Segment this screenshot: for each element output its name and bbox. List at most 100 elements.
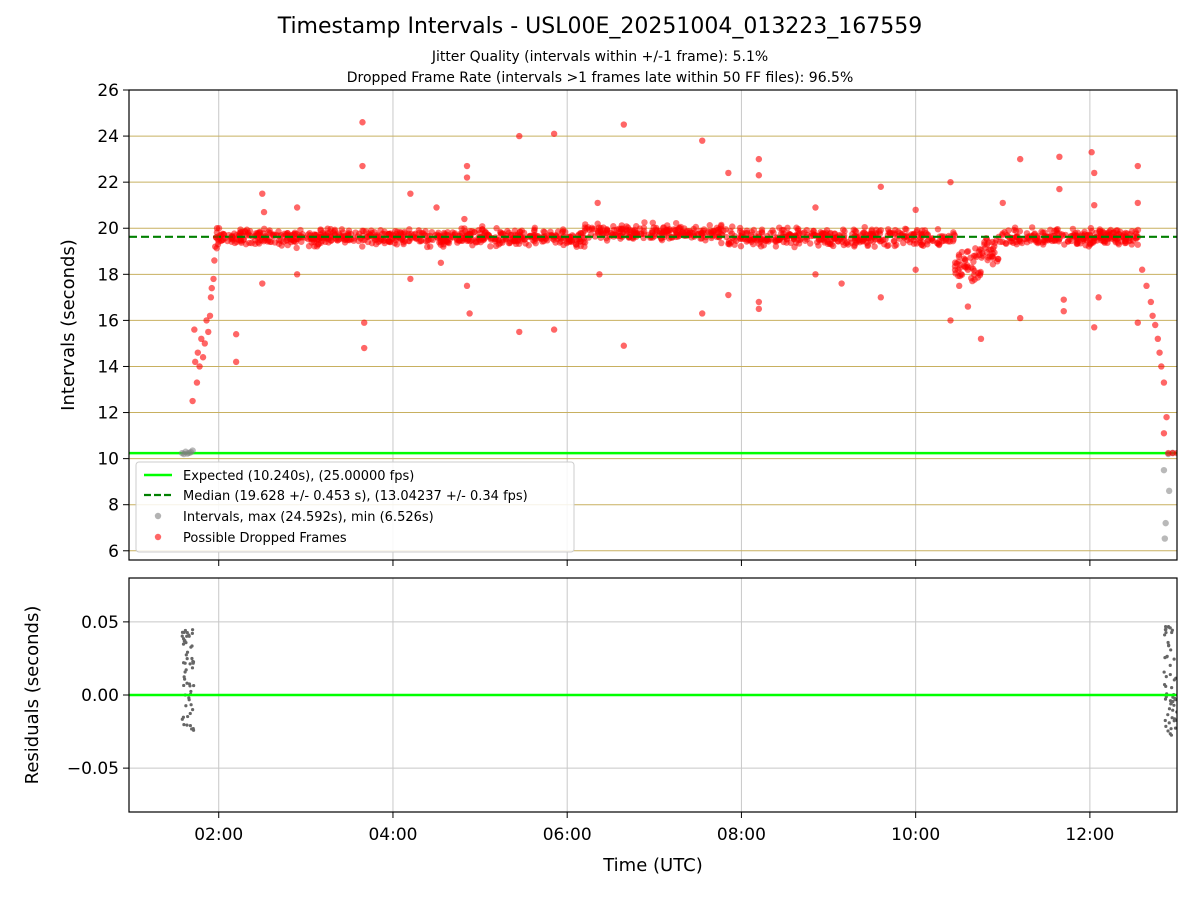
dropped-frame-point: [201, 340, 208, 347]
dropped-frame-point: [1056, 230, 1063, 237]
dropped-frame-point: [327, 234, 335, 241]
residual-point: [1169, 648, 1173, 652]
dropped-frame-point: [198, 335, 205, 343]
dropped-frame-point: [463, 162, 471, 170]
dropped-frame-point: [293, 244, 300, 252]
dropped-frame-point: [784, 224, 791, 232]
dropped-frame-point: [640, 224, 648, 231]
top-y-tick-label: 8: [108, 496, 119, 516]
dropped-frame-point: [189, 397, 196, 405]
bottom-y-tick-label: 0.05: [81, 613, 119, 633]
x-tick-label: 08:00: [717, 825, 766, 845]
top-plot-area: [129, 119, 1177, 542]
dropped-frame-point: [726, 241, 733, 248]
dropped-frame-point: [1087, 224, 1095, 232]
dropped-frame-point: [814, 238, 821, 246]
dropped-frame-point: [1045, 237, 1052, 244]
dropped-frame-point: [891, 237, 898, 245]
top-y-tick-label: 20: [97, 219, 119, 239]
dropped-frame-point: [1121, 239, 1129, 247]
dropped-frame-point: [1107, 226, 1114, 234]
dropped-frame-point: [877, 294, 885, 301]
dropped-frame-point: [912, 266, 919, 273]
dropped-frame-point: [956, 282, 963, 290]
dropped-frame-point: [492, 242, 500, 250]
dropped-frame-point: [461, 215, 468, 223]
dropped-frame-point: [604, 229, 611, 236]
dropped-frame-point: [812, 271, 819, 278]
interval-point: [1165, 487, 1173, 495]
dropped-frame-point: [1134, 226, 1142, 234]
dropped-frame-point: [861, 223, 868, 231]
residual-point: [183, 661, 187, 665]
dropped-frame-point: [1079, 237, 1087, 244]
dropped-frame-point: [405, 237, 412, 245]
dropped-frame-point: [755, 155, 763, 163]
dropped-frame-point: [851, 241, 858, 249]
dropped-frame-point: [558, 228, 566, 236]
dropped-frame-point: [831, 230, 838, 238]
dropped-frame-point: [1147, 298, 1155, 306]
dropped-frame-point: [499, 237, 506, 244]
dropped-frame-point: [361, 319, 368, 326]
dropped-frame-point: [990, 255, 997, 262]
dropped-frame-point: [385, 230, 393, 238]
dropped-frame-point: [623, 223, 630, 230]
bottom-y-axis-label: Residuals (seconds): [22, 606, 43, 785]
dropped-frame-point: [699, 310, 706, 317]
dropped-frame-point: [1134, 241, 1141, 248]
dropped-frame-point: [723, 233, 730, 241]
dropped-frame-point: [466, 310, 473, 317]
residual-point: [1172, 657, 1176, 661]
dropped-frame-point: [594, 199, 601, 207]
top-y-tick-label: 12: [97, 404, 119, 424]
dropped-frame-point: [591, 233, 599, 240]
top-y-tick-label: 16: [97, 311, 119, 331]
dropped-frame-point: [1163, 413, 1170, 421]
dropped-frame-point: [969, 277, 976, 285]
chart-subtitle-dropped: Dropped Frame Rate (intervals >1 frames …: [346, 70, 854, 86]
dropped-frame-point: [205, 328, 212, 336]
dropped-frame-point: [618, 222, 625, 229]
dropped-frame-point: [458, 225, 465, 232]
dropped-frame-point: [917, 230, 924, 237]
dropped-frame-point: [1091, 324, 1098, 331]
dropped-frame-point: [903, 226, 910, 233]
interval-point: [1161, 535, 1169, 542]
dropped-frame-point: [714, 226, 721, 234]
dropped-frame-point: [977, 335, 985, 343]
dropped-frame-point: [876, 230, 884, 237]
dropped-frame-point: [359, 162, 366, 170]
dropped-frame-point: [955, 253, 963, 260]
top-y-tick-label: 26: [97, 81, 119, 101]
dropped-frame-point: [212, 234, 220, 241]
residual-point: [1163, 718, 1167, 723]
dropped-frame-point: [753, 237, 761, 244]
dropped-frame-point: [407, 190, 414, 197]
dropped-frame-point: [194, 349, 202, 356]
residual-point: [187, 633, 191, 637]
dropped-frame-point: [1056, 153, 1063, 161]
dropped-frame-point: [1156, 349, 1163, 356]
residual-point: [1173, 726, 1177, 730]
dropped-frame-point: [691, 229, 698, 236]
dropped-frame-point: [1134, 319, 1141, 326]
dropped-frame-point: [1084, 231, 1091, 239]
dropped-frame-point: [1091, 169, 1098, 177]
residual-point: [1166, 729, 1170, 733]
dropped-frame-point: [803, 226, 810, 234]
dropped-frame-point: [550, 130, 558, 137]
residual-point: [1163, 633, 1167, 637]
dropped-frame-point: [1134, 199, 1141, 207]
dropped-frame-point: [207, 294, 215, 301]
residual-point: [1164, 724, 1168, 728]
residual-point: [1165, 654, 1169, 659]
dropped-frame-point: [1095, 294, 1102, 301]
residual-point: [1167, 707, 1172, 711]
dropped-frame-point: [964, 266, 972, 273]
dropped-frame-point: [426, 243, 434, 250]
top-axes: 6 8 10 12 14 16 18 20 22 24 26: [97, 81, 1091, 566]
dropped-frame-point: [210, 275, 217, 283]
residual-point: [185, 681, 189, 685]
residual-point: [191, 708, 195, 712]
